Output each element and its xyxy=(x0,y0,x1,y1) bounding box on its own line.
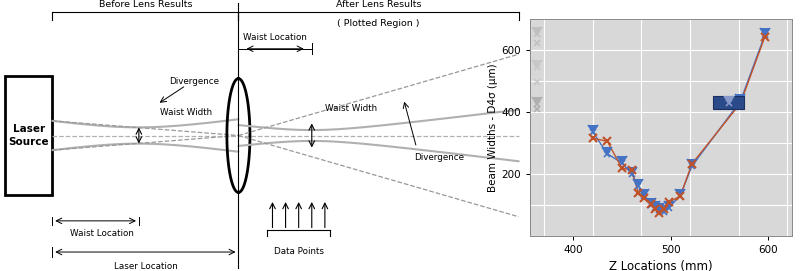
X-axis label: Z Locations (mm): Z Locations (mm) xyxy=(609,260,713,271)
Text: ( Plotted Region ): ( Plotted Region ) xyxy=(338,20,420,28)
Text: Waist Location: Waist Location xyxy=(70,229,134,238)
Bar xyxy=(714,96,744,109)
Text: Data Points: Data Points xyxy=(274,247,324,256)
Text: Divergence: Divergence xyxy=(169,77,219,86)
Text: Waist Width: Waist Width xyxy=(160,108,212,117)
Text: Laser Location: Laser Location xyxy=(114,262,178,270)
Text: Waist Width: Waist Width xyxy=(325,104,377,113)
Text: Before Lens Results: Before Lens Results xyxy=(98,0,192,9)
Text: After Lens Results: After Lens Results xyxy=(336,0,422,9)
Y-axis label: Beam Widths - D4σ (μm): Beam Widths - D4σ (μm) xyxy=(488,63,498,192)
Bar xyxy=(6,76,53,195)
Text: Laser
Source: Laser Source xyxy=(9,124,49,147)
Text: Divergence: Divergence xyxy=(414,153,464,162)
Text: Waist Location: Waist Location xyxy=(243,33,307,42)
